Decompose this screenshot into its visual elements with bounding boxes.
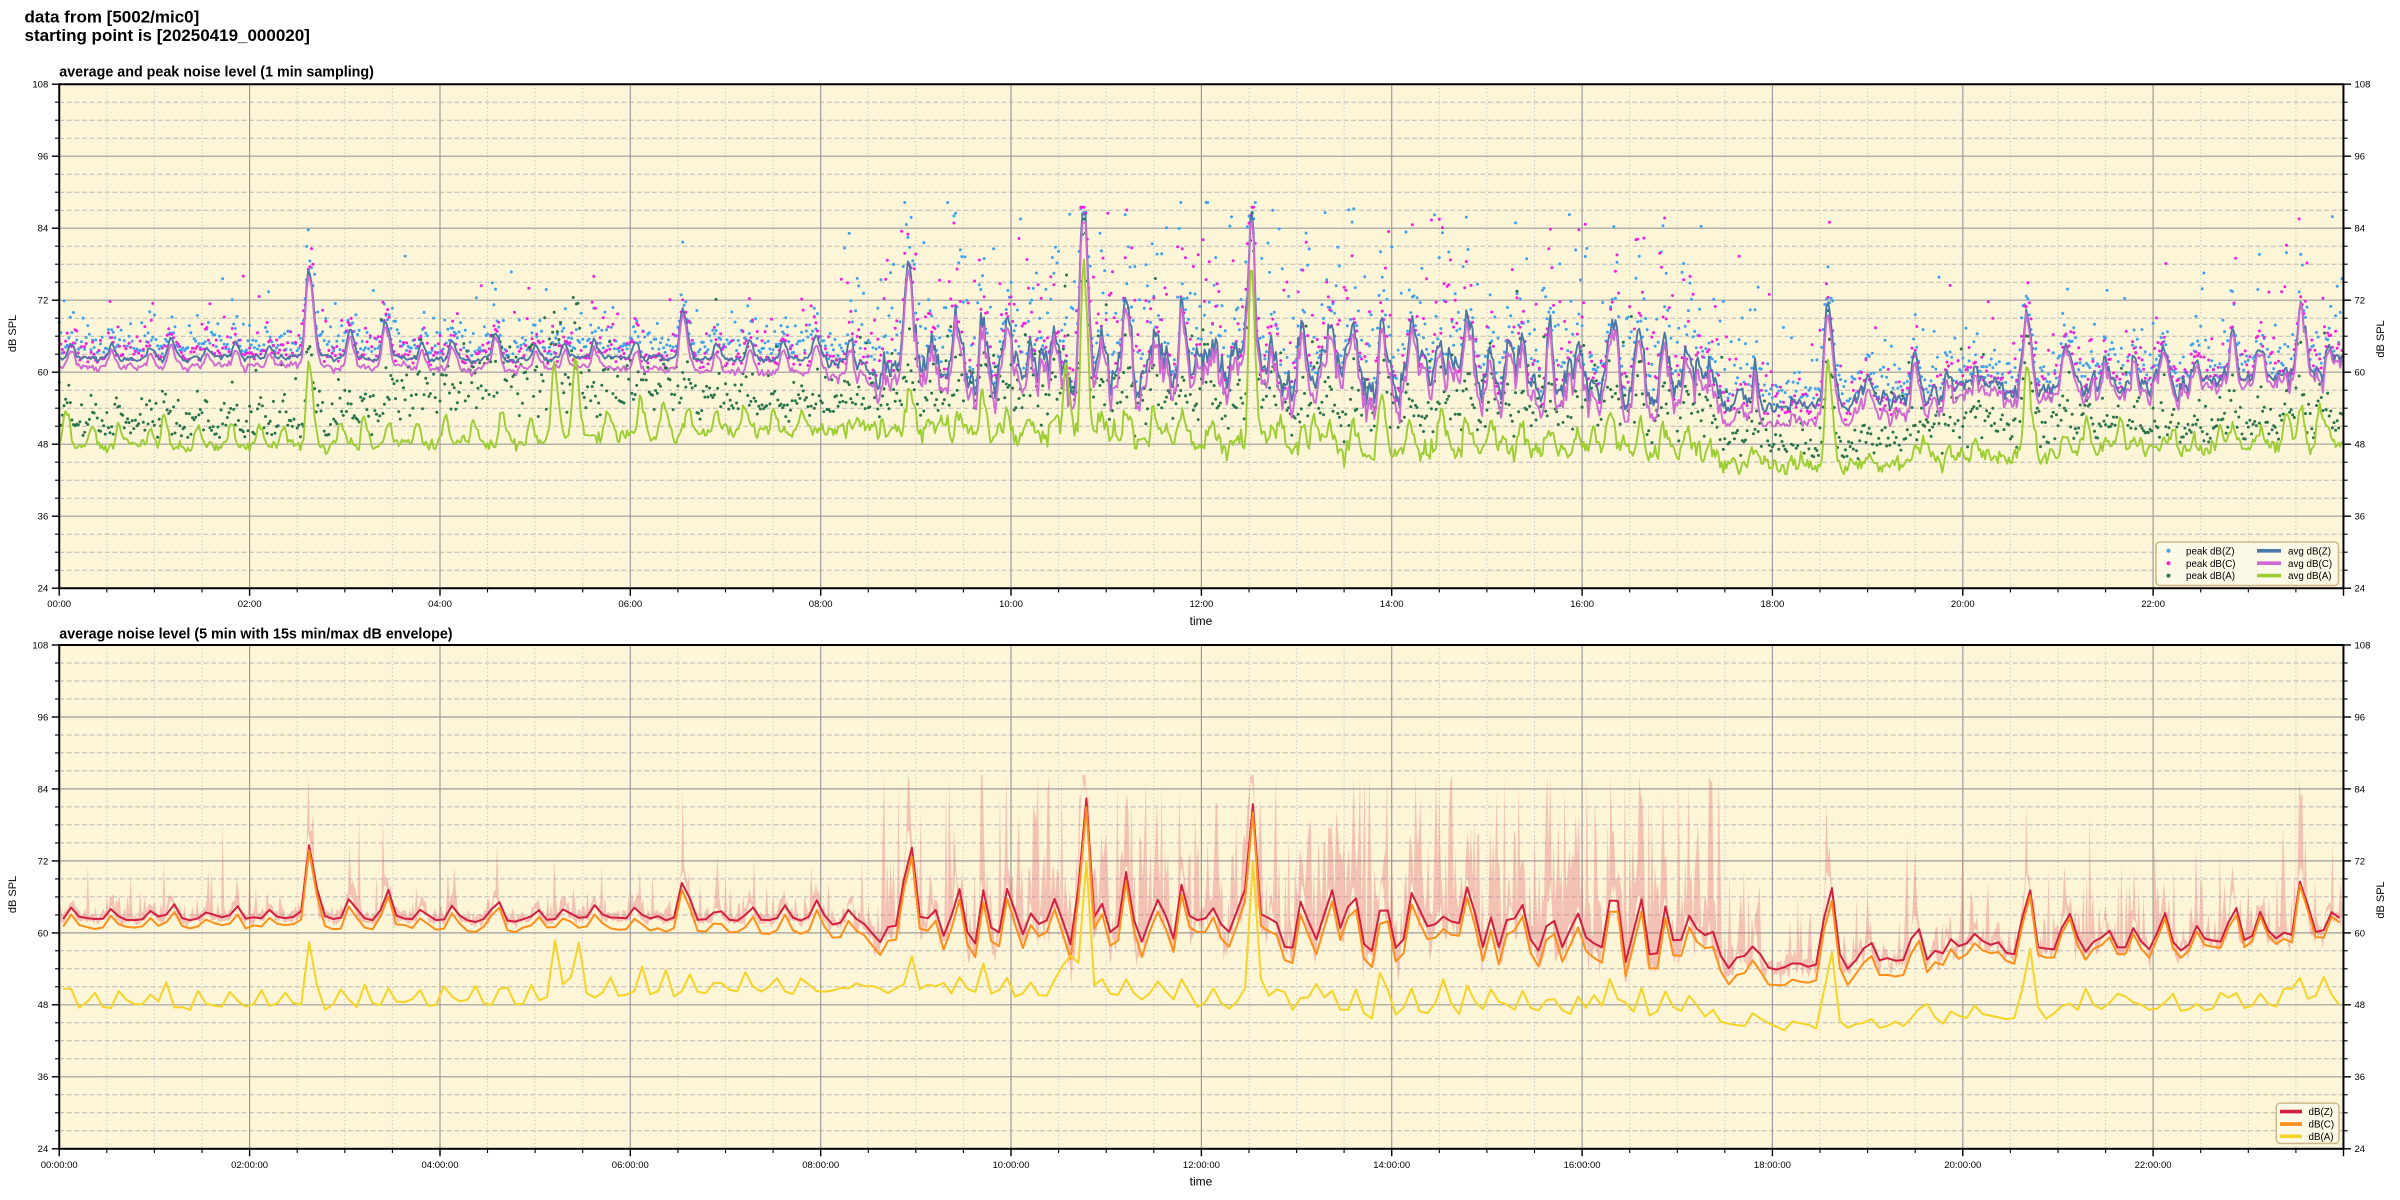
svg-text:dB(A): dB(A): [2309, 1132, 2334, 1143]
svg-text:72: 72: [2355, 856, 2366, 867]
svg-text:48: 48: [2355, 440, 2366, 451]
svg-text:108: 108: [2355, 640, 2371, 651]
svg-text:96: 96: [38, 712, 49, 723]
svg-text:48: 48: [38, 440, 49, 451]
svg-text:96: 96: [38, 152, 49, 163]
svg-text:108: 108: [32, 640, 48, 651]
svg-text:data from [5002/mic0]: data from [5002/mic0]: [25, 8, 200, 27]
svg-text:24: 24: [2355, 584, 2366, 595]
svg-text:36: 36: [2355, 1072, 2366, 1083]
svg-text:12:00:00: 12:00:00: [1183, 1160, 1220, 1171]
svg-text:20:00: 20:00: [1951, 599, 1975, 610]
svg-text:dB SPL: dB SPL: [2375, 881, 2387, 918]
svg-text:dB SPL: dB SPL: [7, 876, 19, 913]
svg-text:starting point is [20250419_00: starting point is [20250419_000020]: [25, 26, 310, 45]
svg-text:02:00: 02:00: [238, 599, 262, 610]
svg-text:36: 36: [38, 1072, 49, 1083]
svg-text:22:00:00: 22:00:00: [2135, 1160, 2172, 1171]
svg-text:18:00:00: 18:00:00: [1754, 1160, 1791, 1171]
svg-text:84: 84: [38, 784, 49, 795]
svg-text:24: 24: [2355, 1144, 2366, 1155]
svg-text:00:00:00: 00:00:00: [41, 1160, 78, 1171]
svg-text:60: 60: [2355, 928, 2366, 939]
svg-text:96: 96: [2355, 152, 2366, 163]
svg-text:02:00:00: 02:00:00: [231, 1160, 268, 1171]
svg-text:avg dB(Z): avg dB(Z): [2288, 546, 2331, 557]
svg-text:48: 48: [2355, 1000, 2366, 1011]
svg-text:24: 24: [38, 1144, 49, 1155]
svg-text:04:00:00: 04:00:00: [422, 1160, 459, 1171]
svg-text:108: 108: [2355, 80, 2371, 91]
svg-text:72: 72: [38, 296, 49, 307]
svg-text:84: 84: [38, 224, 49, 235]
svg-text:16:00:00: 16:00:00: [1564, 1160, 1601, 1171]
svg-text:14:00:00: 14:00:00: [1373, 1160, 1410, 1171]
svg-text:06:00: 06:00: [618, 599, 642, 610]
svg-text:08:00: 08:00: [809, 599, 833, 610]
svg-text:18:00: 18:00: [1761, 599, 1785, 610]
svg-text:10:00: 10:00: [999, 599, 1023, 610]
svg-text:60: 60: [38, 368, 49, 379]
svg-text:22:00: 22:00: [2141, 599, 2165, 610]
svg-text:20:00:00: 20:00:00: [1944, 1160, 1981, 1171]
svg-text:48: 48: [38, 1000, 49, 1011]
svg-text:24: 24: [38, 584, 49, 595]
svg-text:avg dB(A): avg dB(A): [2288, 571, 2332, 582]
svg-text:12:00: 12:00: [1190, 599, 1214, 610]
svg-text:36: 36: [2355, 512, 2366, 523]
svg-text:16:00: 16:00: [1570, 599, 1594, 610]
svg-text:time: time: [1190, 614, 1213, 628]
svg-text:dB SPL: dB SPL: [2375, 320, 2387, 357]
svg-text:84: 84: [2355, 784, 2366, 795]
svg-text:04:00: 04:00: [428, 599, 452, 610]
svg-text:dB SPL: dB SPL: [7, 315, 19, 352]
svg-text:10:00:00: 10:00:00: [993, 1160, 1030, 1171]
svg-text:08:00:00: 08:00:00: [802, 1160, 839, 1171]
svg-text:14:00: 14:00: [1380, 599, 1404, 610]
svg-text:peak dB(C): peak dB(C): [2186, 559, 2236, 570]
svg-text:avg dB(C): avg dB(C): [2288, 559, 2332, 570]
svg-text:108: 108: [32, 80, 48, 91]
svg-text:36: 36: [38, 512, 49, 523]
svg-text:96: 96: [2355, 712, 2366, 723]
svg-text:60: 60: [38, 928, 49, 939]
svg-text:72: 72: [38, 856, 49, 867]
svg-text:dB(C): dB(C): [2309, 1120, 2335, 1131]
svg-text:00:00: 00:00: [47, 599, 71, 610]
svg-text:average and peak noise level (: average and peak noise level (1 min samp…: [59, 65, 374, 81]
svg-text:84: 84: [2355, 224, 2366, 235]
svg-text:72: 72: [2355, 296, 2366, 307]
svg-text:peak dB(Z): peak dB(Z): [2186, 546, 2234, 557]
svg-text:time: time: [1190, 1175, 1213, 1189]
svg-text:peak dB(A): peak dB(A): [2186, 571, 2235, 582]
svg-text:60: 60: [2355, 368, 2366, 379]
svg-text:dB(Z): dB(Z): [2309, 1107, 2334, 1118]
svg-text:average noise level (5 min wit: average noise level (5 min with 15s min/…: [59, 627, 453, 643]
svg-text:06:00:00: 06:00:00: [612, 1160, 649, 1171]
